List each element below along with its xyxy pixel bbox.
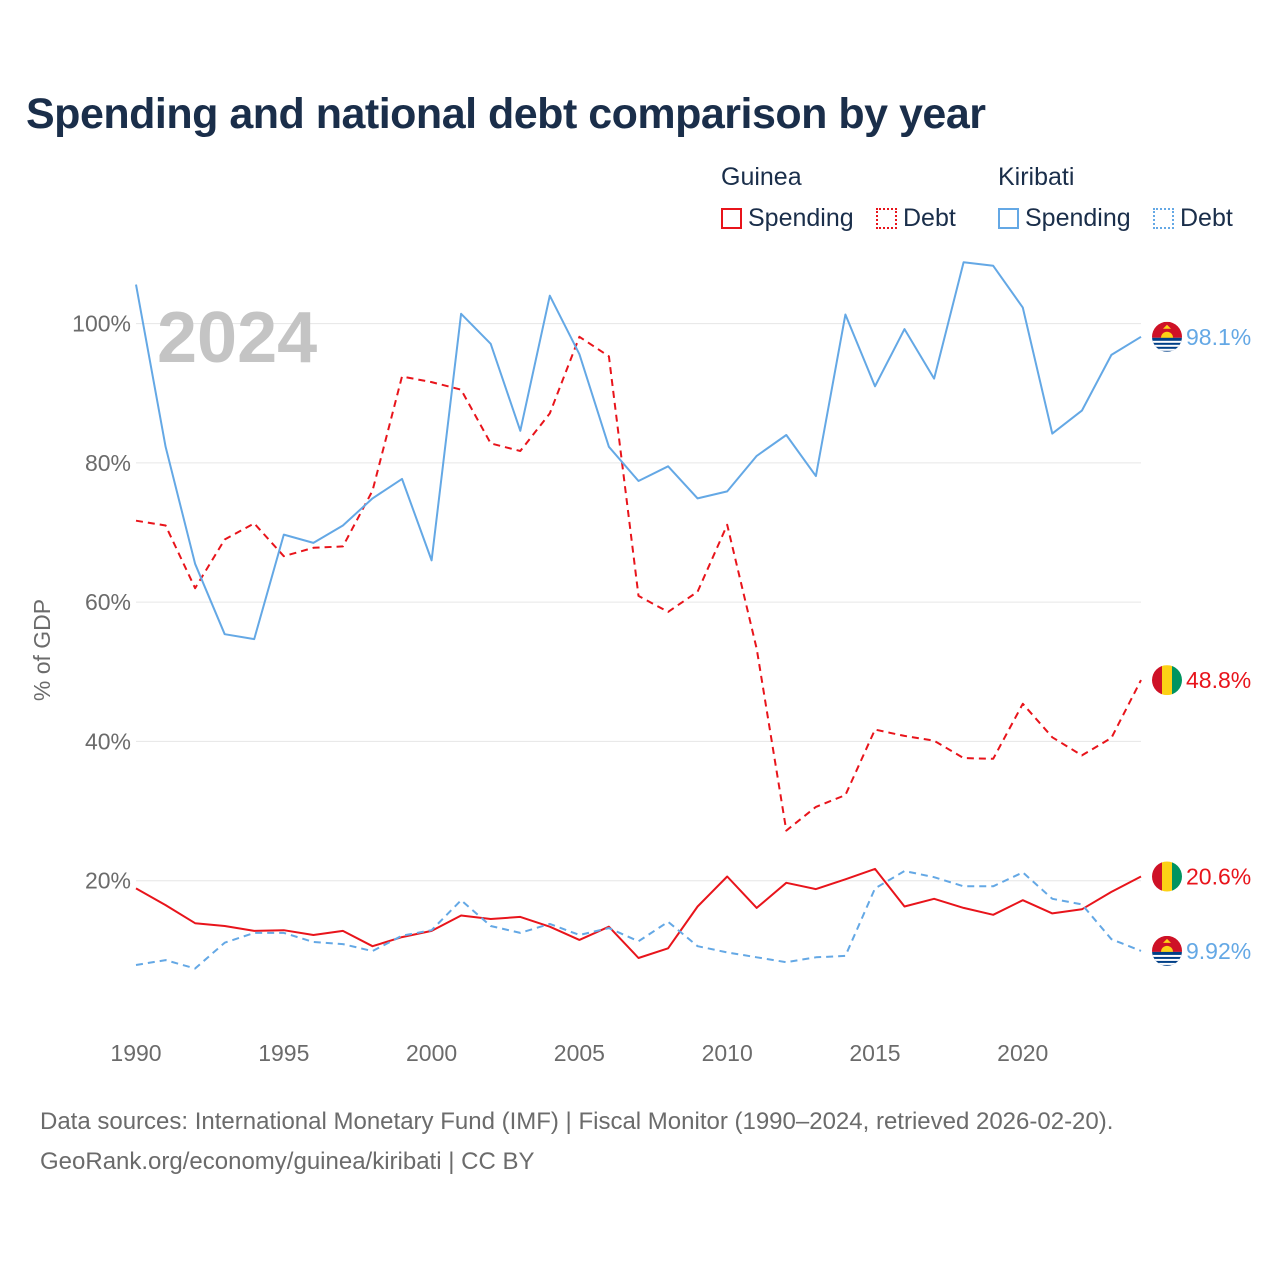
y-tick-label: 60%: [85, 589, 131, 615]
solid-line-swatch-icon: [721, 208, 742, 229]
y-axis-label: % of GDP: [29, 599, 55, 701]
legend-group-kiribati: Kiribati: [998, 163, 1075, 191]
series-line-guinea-spending[interactable]: [135, 867, 1142, 959]
footer-attribution: GeoRank.org/economy/guinea/kiribati | CC…: [40, 1148, 535, 1175]
legend-label: Debt: [1180, 204, 1233, 232]
x-tick-label: 2020: [997, 1040, 1048, 1066]
x-tick-label: 2010: [702, 1040, 753, 1066]
legend-label: Spending: [748, 204, 854, 232]
chart-title: Spending and national debt comparison by…: [26, 90, 986, 138]
footer-sources: Data sources: International Monetary Fun…: [40, 1108, 1114, 1135]
series-line-guinea-debt[interactable]: [135, 335, 1142, 832]
x-tick-label: 2015: [849, 1040, 900, 1066]
solid-line-swatch-icon: [998, 208, 1019, 229]
legend-guinea-debt[interactable]: Debt: [876, 204, 956, 233]
end-value-label: 98.1%: [1186, 324, 1251, 350]
end-value-label: 48.8%: [1186, 667, 1251, 693]
x-tick-label: 2000: [406, 1040, 457, 1066]
legend-group-guinea: Guinea: [721, 163, 802, 191]
legend-label: Debt: [903, 204, 956, 232]
y-tick-label: 20%: [85, 868, 131, 894]
kiribati-flag-icon: [1152, 935, 1182, 966]
y-tick-label: 80%: [85, 450, 131, 476]
kiribati-flag-icon: [1152, 321, 1182, 352]
end-value-label: 9.92%: [1186, 938, 1251, 964]
year-watermark: 2024: [157, 298, 317, 378]
x-tick-label: 1990: [110, 1040, 161, 1066]
legend-kiribati-spending[interactable]: Spending: [998, 204, 1131, 233]
guinea-flag-icon: [1152, 861, 1182, 892]
legend-label: Spending: [1025, 204, 1131, 232]
guinea-flag-icon: [1152, 665, 1182, 696]
dotted-line-swatch-icon: [1153, 208, 1174, 229]
legend-kiribati-debt[interactable]: Debt: [1153, 204, 1233, 233]
end-value-label: 20.6%: [1186, 864, 1251, 890]
series-line-kiribati-debt[interactable]: [135, 870, 1142, 970]
dotted-line-swatch-icon: [876, 208, 897, 229]
y-tick-label: 40%: [85, 728, 131, 754]
y-tick-label: 100%: [72, 311, 131, 337]
x-tick-label: 1995: [258, 1040, 309, 1066]
legend-guinea-spending[interactable]: Spending: [721, 204, 854, 233]
x-tick-label: 2005: [554, 1040, 605, 1066]
series-line-kiribati-spending[interactable]: [135, 261, 1142, 641]
